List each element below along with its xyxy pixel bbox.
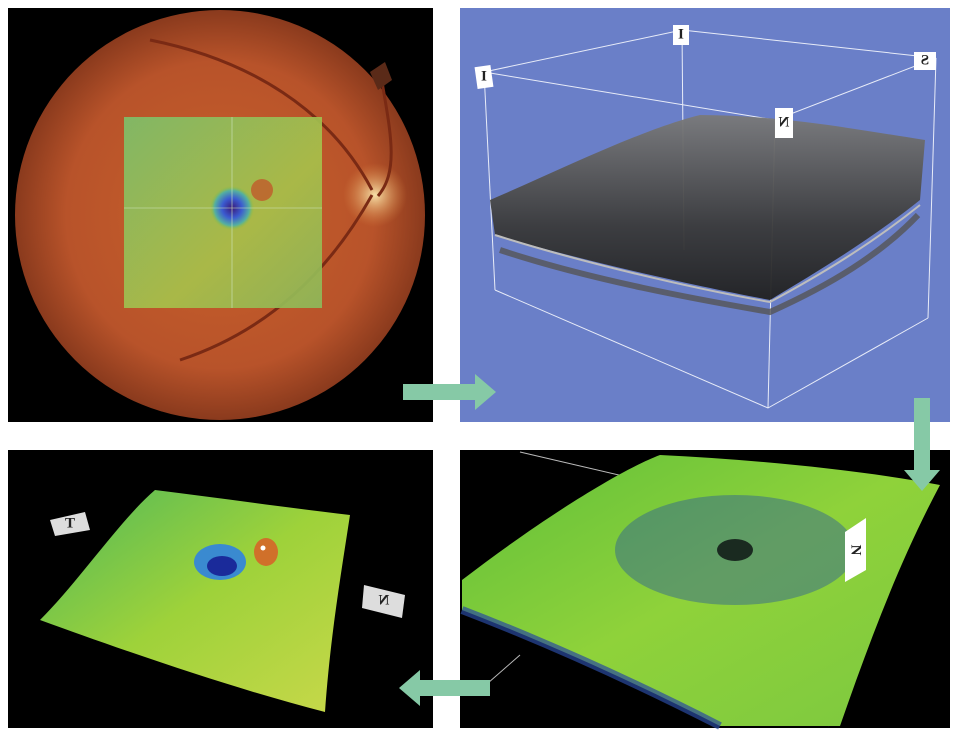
- label-text: N: [778, 114, 789, 130]
- orientation-label: T N: [50, 512, 405, 618]
- label-text: S: [921, 52, 929, 68]
- fundus-panel: [8, 8, 433, 422]
- orientation-label: N: [845, 518, 866, 582]
- orientation-label: I I S N: [474, 25, 936, 138]
- color-volume-panel: N: [460, 450, 950, 730]
- oct-volume-panel: I I S N: [460, 8, 950, 422]
- label-text: I: [481, 68, 487, 84]
- label-text: I: [678, 26, 684, 42]
- label-text: T: [65, 515, 75, 531]
- label-text: N: [848, 545, 864, 556]
- surface-panel: T N: [8, 450, 433, 728]
- label-text: N: [378, 592, 389, 608]
- flow-arrows: [399, 374, 940, 706]
